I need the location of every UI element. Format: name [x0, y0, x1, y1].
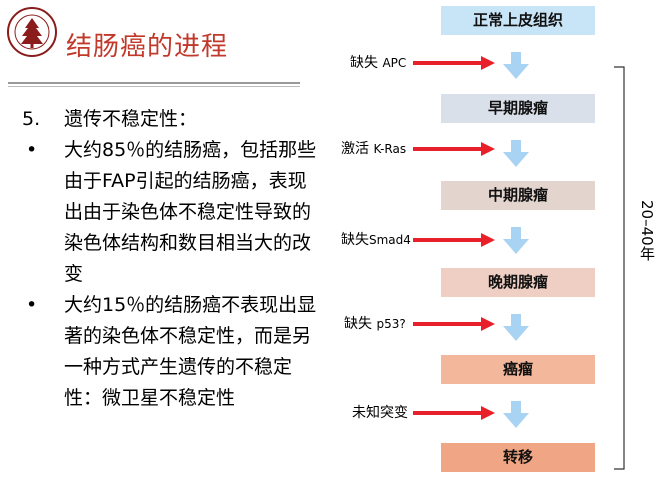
list-text: 大约85％的结肠癌，包括那些由于FAP引起的结肠癌，表现出由于染色体不稳定性导致… — [64, 139, 317, 285]
red-arrow-icon — [413, 406, 495, 420]
down-arrow-icon — [503, 314, 529, 341]
mutation-label-p53: 缺失 p53? — [344, 313, 406, 333]
mutation-type: 激活 — [341, 141, 369, 157]
list-number: 5. — [22, 108, 41, 130]
down-arrow-icon — [503, 401, 529, 428]
stage-early-adenoma: 早期腺瘤 — [441, 94, 595, 123]
list-item: • 大约85％的结肠癌，包括那些由于FAP引起的结肠癌，表现出由于染色体不稳定性… — [10, 135, 320, 290]
stage-metastasis: 转移 — [441, 443, 595, 472]
stage-normal-epithelium: 正常上皮组织 — [441, 6, 595, 35]
red-arrow-icon — [413, 233, 495, 247]
time-span-bracket — [614, 66, 625, 470]
university-seal-logo — [7, 7, 57, 57]
mutation-label-apc: 缺失 APC — [350, 52, 406, 72]
gene-name: APC — [382, 56, 407, 70]
down-arrow-icon — [503, 140, 529, 167]
stage-intermediate-adenoma: 中期腺瘤 — [441, 181, 595, 210]
mutation-label-kras: 激活 K-Ras — [341, 138, 406, 158]
bullet-list: 5. 遗传不稳定性： • 大约85％的结肠癌，包括那些由于FAP引起的结肠癌，表… — [10, 104, 320, 414]
mutation-type: 缺失 — [350, 55, 378, 71]
time-span-label: 20–40年 — [638, 200, 656, 261]
title-divider — [8, 82, 300, 84]
slide-title: 结肠癌的进程 — [66, 32, 229, 62]
down-arrow-icon — [503, 227, 529, 254]
stage-late-adenoma: 晚期腺瘤 — [441, 268, 595, 297]
red-arrow-icon — [413, 317, 495, 331]
list-item: 5. 遗传不稳定性： — [10, 104, 320, 135]
red-arrow-icon — [413, 142, 495, 156]
gene-name: K-Ras — [373, 142, 407, 156]
list-text: 大约15％的结肠癌不表现出显著的染色体不稳定性，而是另一种方式产生遗传的不稳定性… — [64, 294, 317, 409]
stage-carcinoma: 癌瘤 — [441, 355, 595, 384]
bullet-marker: • — [26, 139, 38, 161]
mutation-label-smad4: 缺失Smad4 — [341, 229, 411, 249]
mutation-type: 缺失 — [341, 232, 369, 248]
mutation-type: 未知突变 — [352, 405, 408, 421]
list-item: • 大约15％的结肠癌不表现出显著的染色体不稳定性，而是另一种方式产生遗传的不稳… — [10, 290, 320, 414]
gene-name: p53? — [376, 317, 406, 331]
down-arrow-icon — [503, 52, 529, 79]
list-text: 遗传不稳定性： — [64, 108, 198, 130]
mutation-type: 缺失 — [344, 316, 372, 332]
mutation-label-unknown: 未知突变 — [352, 402, 408, 422]
title-divider-thin — [8, 86, 300, 87]
bullet-marker: • — [26, 294, 38, 316]
gene-name: Smad4 — [369, 233, 411, 247]
red-arrow-icon — [413, 56, 495, 70]
